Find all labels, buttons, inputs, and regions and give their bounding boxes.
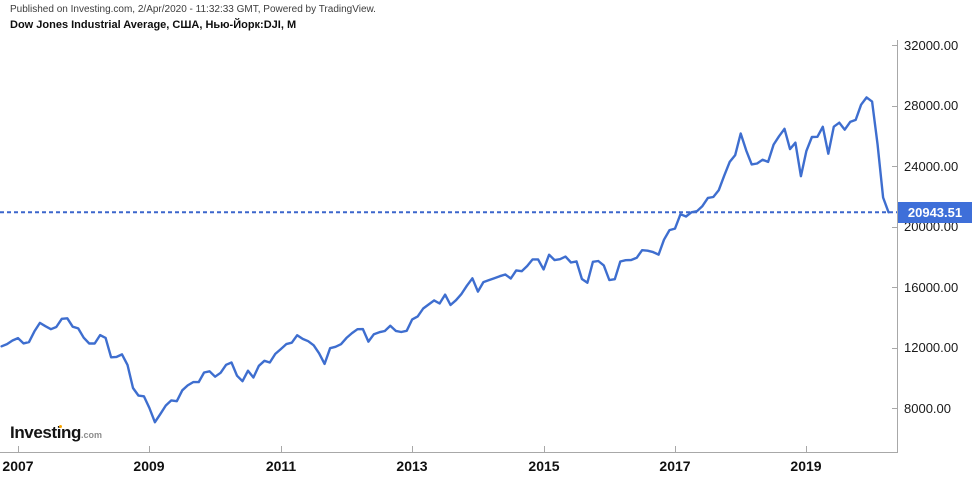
- x-axis-tick: [281, 446, 282, 452]
- price-flag-value: 20943.51: [907, 205, 963, 220]
- x-axis-tick: [18, 446, 19, 452]
- y-axis-label: 8000.00: [904, 401, 951, 416]
- y-axis-line: [897, 40, 898, 453]
- y-axis-label: 12000.00: [904, 340, 959, 355]
- investing-logo: Investing.com: [10, 423, 102, 443]
- x-axis-label: 2009: [133, 458, 165, 474]
- logo-orange-dot-icon: [59, 425, 62, 428]
- instrument-title: Dow Jones Industrial Average, США, Нью-Й…: [10, 19, 297, 31]
- y-axis-label: 28000.00: [904, 98, 959, 113]
- x-axis-tick: [675, 446, 676, 452]
- x-axis-label: 2015: [528, 458, 560, 474]
- y-axis-label: 16000.00: [904, 280, 959, 295]
- x-axis-tick: [149, 446, 150, 452]
- logo-text: Investing: [10, 423, 82, 442]
- y-axis-tick: [892, 227, 897, 228]
- y-axis-tick: [892, 287, 897, 288]
- x-axis-tick: [806, 446, 807, 452]
- price-line: [0, 96, 890, 424]
- published-line: Published on Investing.com, 2/Apr/2020 -…: [10, 4, 376, 15]
- y-axis-label: 32000.00: [904, 38, 959, 53]
- y-axis-tick: [892, 106, 897, 107]
- y-axis-tick: [892, 408, 897, 409]
- y-axis-tick: [892, 166, 897, 167]
- x-axis-label: 2011: [265, 458, 297, 474]
- y-axis-tick: [892, 45, 897, 46]
- x-axis-label: 2019: [790, 458, 822, 474]
- x-axis-tick: [412, 446, 413, 452]
- y-axis-label: 24000.00: [904, 159, 959, 174]
- price-flag: 20943.51: [898, 202, 972, 223]
- y-axis-tick: [892, 348, 897, 349]
- x-axis-line: [0, 452, 898, 453]
- logo-domain: .com: [81, 430, 103, 440]
- x-axis-label: 2007: [2, 458, 34, 474]
- x-axis-label: 2013: [396, 458, 428, 474]
- x-axis-label: 2017: [659, 458, 691, 474]
- x-axis-tick: [544, 446, 545, 452]
